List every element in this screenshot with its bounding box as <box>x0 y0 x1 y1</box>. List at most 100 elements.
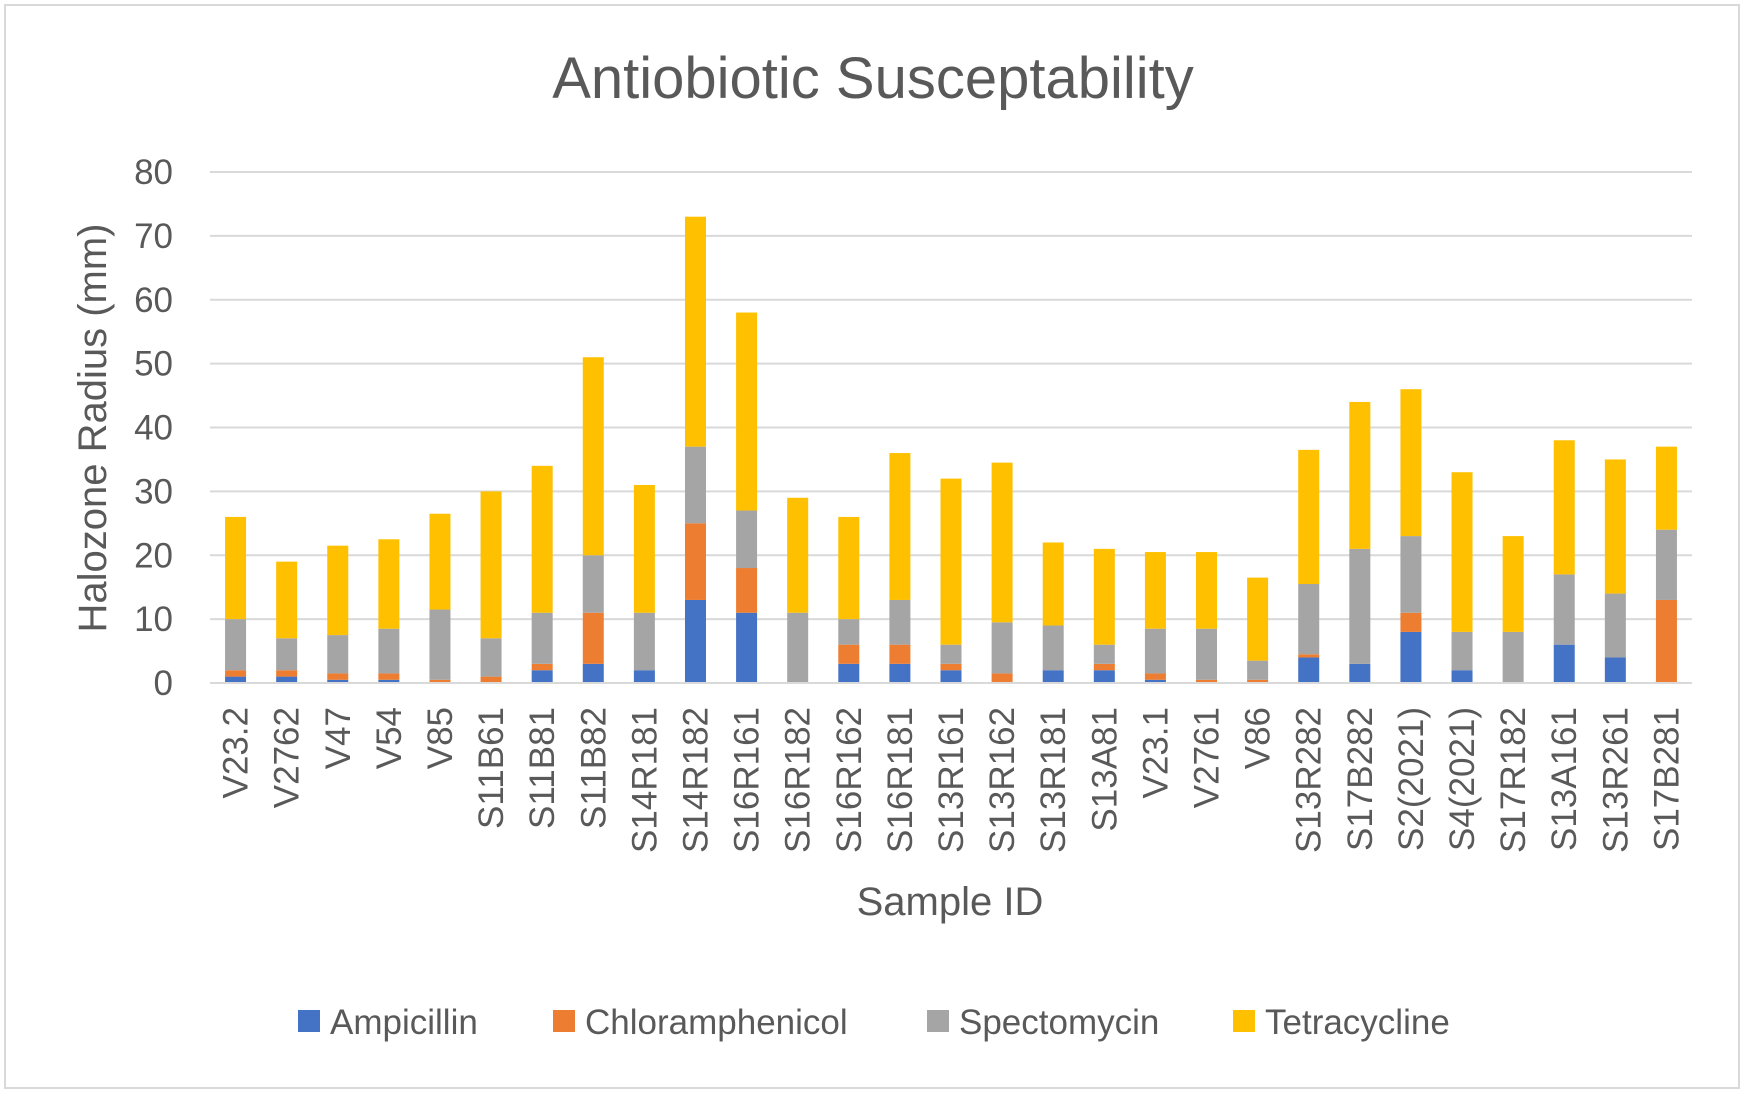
x-axis-title: Sample ID <box>857 880 1044 924</box>
y-tick-label: 60 <box>134 281 173 320</box>
bar-segment-ampicillin <box>1093 670 1115 683</box>
bar-segment-chloramphenicol <box>1400 612 1422 632</box>
bar-segment-spectomycin <box>1502 631 1524 683</box>
x-tick-label: S13R261 <box>1596 707 1635 853</box>
bar-segment-chloramphenicol <box>276 670 298 677</box>
x-tick-label: S13R162 <box>983 707 1022 853</box>
bar-segment-tetracycline <box>1042 542 1064 626</box>
bar-segment-spectomycin <box>1196 628 1218 680</box>
bar-segment-spectomycin <box>940 644 962 664</box>
bar-segment-spectomycin <box>1298 583 1320 655</box>
y-tick-label: 40 <box>134 409 173 448</box>
x-tick-label: S17R182 <box>1494 707 1533 853</box>
x-tick-label: S16R181 <box>881 707 920 853</box>
bar-segment-ampicillin <box>225 676 247 683</box>
bar-segment-spectomycin <box>378 628 400 674</box>
bar-segment-chloramphenicol <box>1298 654 1320 658</box>
bar-segment-ampicillin <box>633 670 655 683</box>
x-tick-label: S16R161 <box>728 707 767 853</box>
bar-segment-spectomycin <box>531 612 553 664</box>
x-axis-ticks: V23.2 V2762 V47 V54 V85 S11B61 S11B81 S11B82 S14… <box>217 707 1687 853</box>
bar-segment-spectomycin <box>582 555 604 613</box>
bar-segment-tetracycline <box>378 539 400 629</box>
bar-segment-chloramphenicol <box>684 523 706 600</box>
bar-segment-chloramphenicol <box>1247 679 1269 683</box>
bar-segment-tetracycline <box>225 516 247 620</box>
x-tick-label: V23.1 <box>1136 707 1175 798</box>
bar-segment-tetracycline <box>1247 577 1269 661</box>
bar-segment-tetracycline <box>1298 449 1320 584</box>
bar-segment-tetracycline <box>1604 459 1626 594</box>
legend-label: Ampicillin <box>330 1003 478 1042</box>
y-tick-label: 0 <box>154 664 173 703</box>
bar-segment-chloramphenicol <box>531 663 553 671</box>
bar-segment-tetracycline <box>429 513 451 610</box>
bar-segment-tetracycline <box>838 516 860 620</box>
bar-segment-tetracycline <box>1655 446 1677 530</box>
bar-segment-chloramphenicol <box>838 644 860 664</box>
bars <box>225 216 1677 683</box>
y-tick-label: 20 <box>134 536 173 575</box>
bar-segment-ampicillin <box>684 599 706 683</box>
bar-segment-spectomycin <box>429 609 451 680</box>
bar-segment-tetracycline <box>1553 440 1575 575</box>
bar-segment-chloramphenicol <box>1144 673 1166 680</box>
bar-segment-spectomycin <box>1553 574 1575 645</box>
legend-swatch <box>553 1010 575 1032</box>
bar-segment-ampicillin <box>1553 644 1575 683</box>
bar-segment-tetracycline <box>1144 552 1166 629</box>
x-tick-label: S11B82 <box>574 707 613 829</box>
gridlines <box>210 171 1692 621</box>
bar-segment-ampicillin <box>838 663 860 683</box>
legend-label: Chloramphenicol <box>585 1003 848 1042</box>
x-tick-label: S16R182 <box>779 707 818 853</box>
bar-segment-spectomycin <box>1144 628 1166 674</box>
x-tick-label: S13R161 <box>932 707 971 853</box>
bar-segment-chloramphenicol <box>889 644 911 664</box>
x-tick-label: S16R162 <box>830 707 869 853</box>
bar-segment-tetracycline <box>787 497 809 613</box>
y-tick-label: 50 <box>134 345 173 384</box>
bar-segment-ampicillin <box>276 676 298 683</box>
bar-segment-tetracycline <box>276 561 298 639</box>
bar-segment-spectomycin <box>633 612 655 671</box>
bar-segment-tetracycline <box>480 491 502 639</box>
bar-segment-tetracycline <box>1349 401 1371 549</box>
bar-segment-spectomycin <box>1604 593 1626 658</box>
x-tick-label: V47 <box>319 707 358 769</box>
x-tick-label: V23.2 <box>217 707 256 798</box>
bar-segment-ampicillin <box>378 679 400 683</box>
bar-segment-spectomycin <box>1400 536 1422 613</box>
x-tick-label: V85 <box>421 707 460 769</box>
bar-segment-spectomycin <box>684 446 706 524</box>
bar-segment-tetracycline <box>1093 548 1115 645</box>
bar-segment-spectomycin <box>1349 548 1371 664</box>
bar-segment-spectomycin <box>991 622 1013 674</box>
bar-segment-tetracycline <box>1196 552 1218 629</box>
bar-segment-spectomycin <box>1655 529 1677 600</box>
x-tick-label: S11B81 <box>523 707 562 829</box>
bar-segment-spectomycin <box>736 510 758 569</box>
bar-segment-chloramphenicol <box>1655 599 1677 683</box>
bar-segment-spectomycin <box>889 599 911 645</box>
bar-segment-ampicillin <box>582 663 604 683</box>
chart-frame <box>4 4 1740 1089</box>
bar-segment-chloramphenicol <box>480 676 502 683</box>
bar-segment-ampicillin <box>531 670 553 683</box>
bar-segment-tetracycline <box>889 453 911 600</box>
y-tick-label: 30 <box>134 472 173 511</box>
x-tick-label: S4(2021) <box>1443 707 1482 851</box>
y-tick-label: 80 <box>134 153 173 192</box>
bar-segment-ampicillin <box>1451 670 1473 683</box>
bar-segment-ampicillin <box>1144 679 1166 683</box>
bar-segment-tetracycline <box>1400 389 1422 537</box>
bar-segment-tetracycline <box>736 312 758 511</box>
bar-segment-chloramphenicol <box>327 673 349 680</box>
bar-segment-chloramphenicol <box>378 673 400 680</box>
y-axis-title: Halozone Radius (mm) <box>71 223 115 632</box>
bar-segment-chloramphenicol <box>1196 679 1218 683</box>
bar-segment-ampicillin <box>1349 663 1371 683</box>
bar-segment-chloramphenicol <box>582 612 604 664</box>
bar-segment-spectomycin <box>1042 625 1064 671</box>
